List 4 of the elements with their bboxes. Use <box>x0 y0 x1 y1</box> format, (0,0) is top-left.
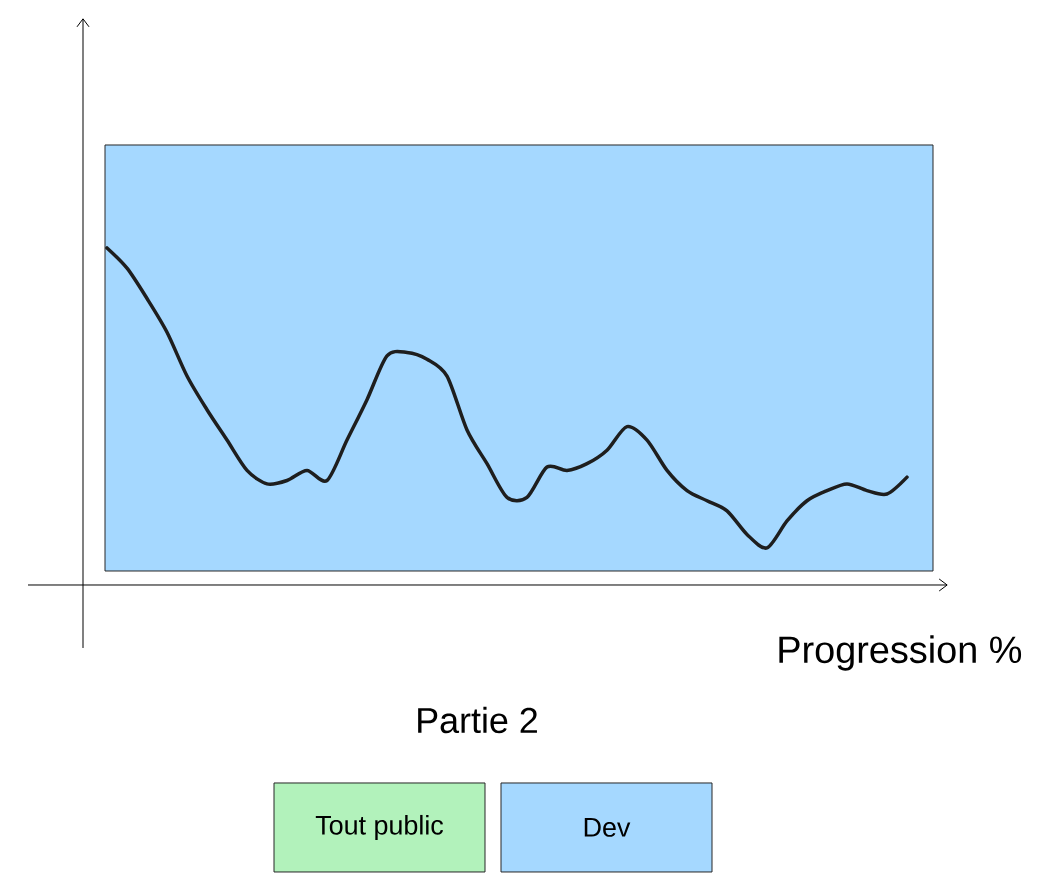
text: Partie 2 <box>418 706 537 734</box>
x-axis-title: Progression % <box>779 635 1022 671</box>
text: Tout public <box>315 814 444 841</box>
text: Dev <box>584 818 631 837</box>
